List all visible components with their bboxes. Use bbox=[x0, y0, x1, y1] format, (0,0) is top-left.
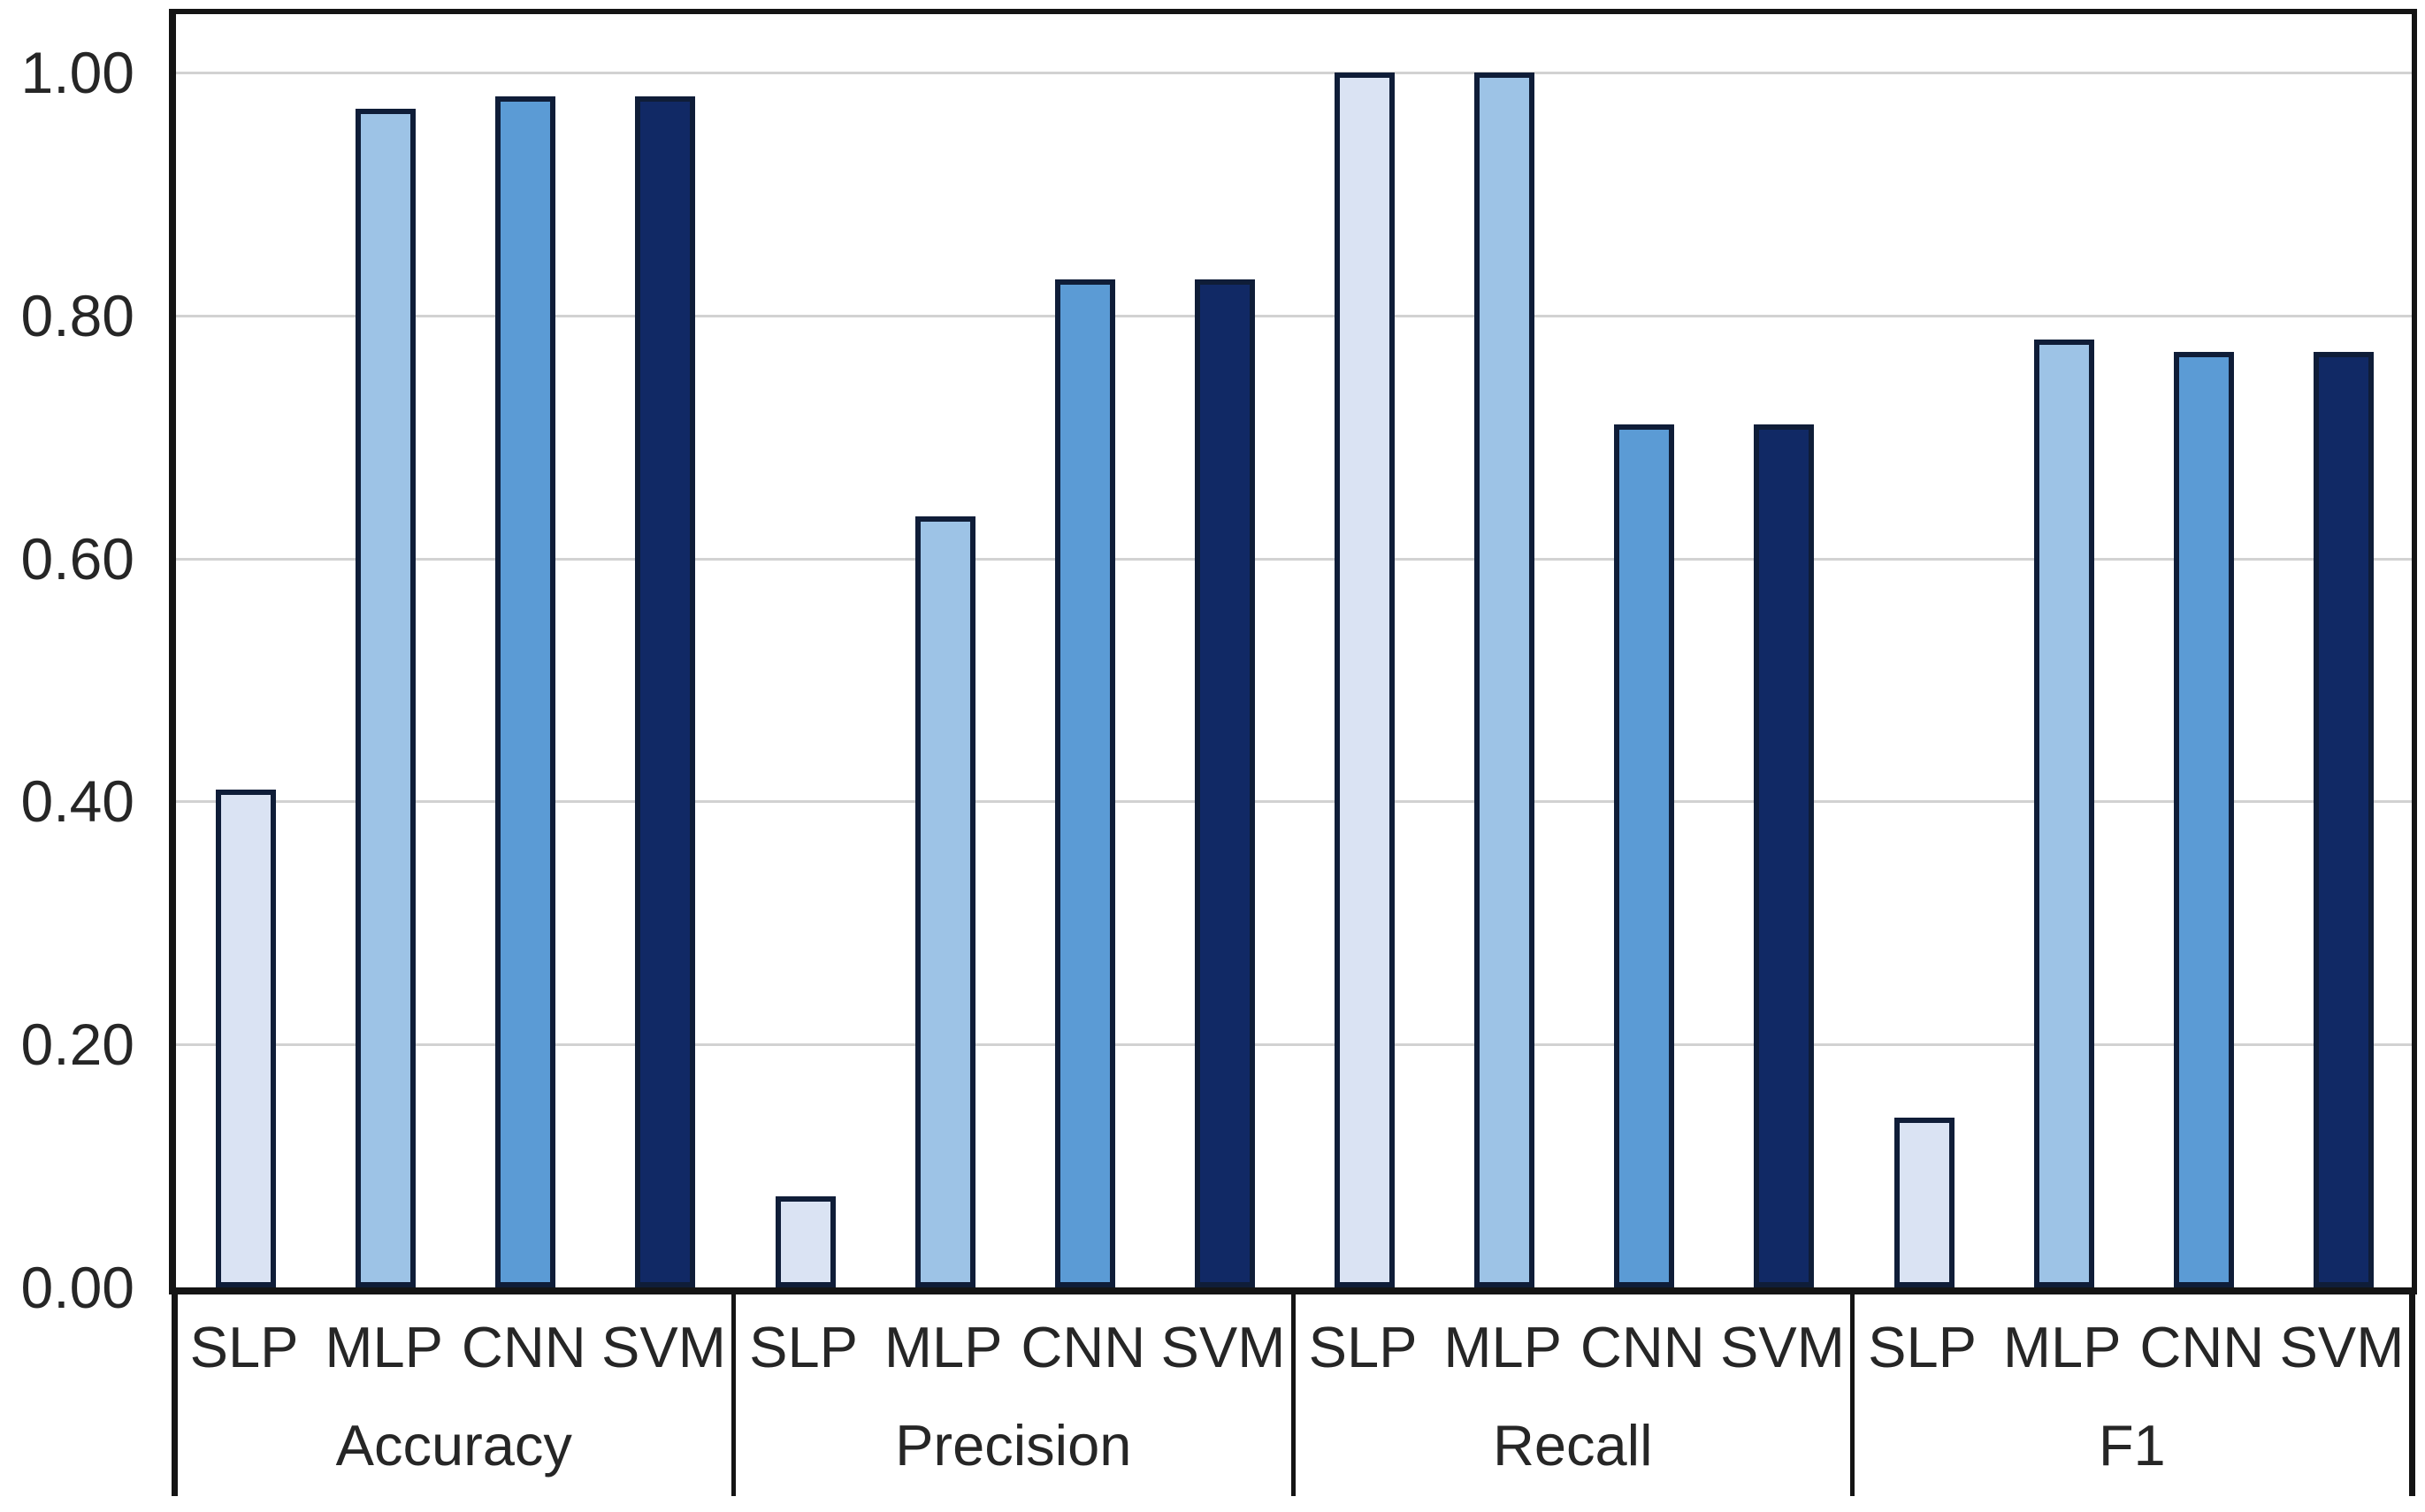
bar-recall-cnn bbox=[1614, 424, 1675, 1287]
gridline-1.00 bbox=[176, 72, 2412, 74]
y-axis-tick-label: 0.40 bbox=[20, 768, 134, 835]
y-axis-tick-label: 0.00 bbox=[20, 1255, 134, 1320]
bar-f1-mlp bbox=[2033, 340, 2094, 1287]
bar-accuracy-slp bbox=[216, 789, 277, 1287]
x-axis-group-label: F1 bbox=[2098, 1413, 2166, 1478]
bar-precision-svm bbox=[1194, 279, 1255, 1287]
x-axis-model-label: SVM bbox=[1720, 1315, 1845, 1379]
x-axis-model-label: MLP bbox=[884, 1315, 1003, 1379]
gridline-0.40 bbox=[176, 800, 2412, 804]
x-axis-model-label: MLP bbox=[325, 1315, 444, 1379]
bar-f1-cnn bbox=[2173, 352, 2234, 1287]
bar-precision-cnn bbox=[1054, 279, 1115, 1287]
x-axis-model-label: MLP bbox=[1443, 1315, 1563, 1379]
bar-recall-slp bbox=[1335, 73, 1396, 1287]
bar-f1-slp bbox=[1893, 1117, 1955, 1287]
category-separator bbox=[1850, 1287, 1855, 1496]
y-axis-tick-label: 0.80 bbox=[20, 282, 134, 348]
y-axis-tick-label: 0.20 bbox=[20, 1012, 134, 1078]
x-axis-model-label: CNN bbox=[461, 1315, 586, 1379]
x-axis-model-label: SVM bbox=[1160, 1315, 1286, 1379]
x-axis-model-label: SLP bbox=[749, 1315, 858, 1379]
bar-f1-svm bbox=[2313, 352, 2374, 1287]
gridline-0.20 bbox=[176, 1043, 2412, 1047]
y-axis-tick-label: 1.00 bbox=[20, 40, 134, 105]
x-axis-model-label: CNN bbox=[1021, 1315, 1146, 1379]
x-axis-model-label: SLP bbox=[189, 1315, 299, 1379]
x-axis-group-label: Precision bbox=[895, 1413, 1132, 1478]
bar-recall-mlp bbox=[1474, 73, 1535, 1287]
category-separator bbox=[171, 1287, 178, 1496]
x-axis-group-label: Recall bbox=[1492, 1413, 1653, 1478]
gridline-0.80 bbox=[176, 314, 2412, 317]
x-axis-model-label: SLP bbox=[1308, 1315, 1418, 1379]
bar-accuracy-svm bbox=[635, 96, 696, 1287]
category-separator bbox=[2408, 1287, 2415, 1496]
x-axis-model-label: SLP bbox=[1868, 1315, 1977, 1379]
x-axis-group-label: Accuracy bbox=[335, 1413, 572, 1478]
bar-precision-mlp bbox=[914, 515, 975, 1287]
bar-recall-svm bbox=[1754, 424, 1815, 1287]
category-separator bbox=[731, 1287, 736, 1496]
x-axis-model-label: CNN bbox=[2139, 1315, 2265, 1379]
x-axis-model-label: MLP bbox=[2002, 1315, 2122, 1379]
plot-area bbox=[169, 9, 2417, 1294]
x-axis-model-label: SVM bbox=[2279, 1315, 2405, 1379]
gridline-0.60 bbox=[176, 557, 2412, 561]
x-axis-model-label: CNN bbox=[1580, 1315, 1705, 1379]
bar-accuracy-mlp bbox=[356, 109, 417, 1287]
category-separator bbox=[1290, 1287, 1296, 1496]
x-axis-model-label: SVM bbox=[601, 1315, 726, 1379]
bar-precision-slp bbox=[775, 1195, 836, 1287]
bar-accuracy-cnn bbox=[495, 96, 556, 1287]
y-axis-tick-label: 0.60 bbox=[20, 525, 134, 592]
